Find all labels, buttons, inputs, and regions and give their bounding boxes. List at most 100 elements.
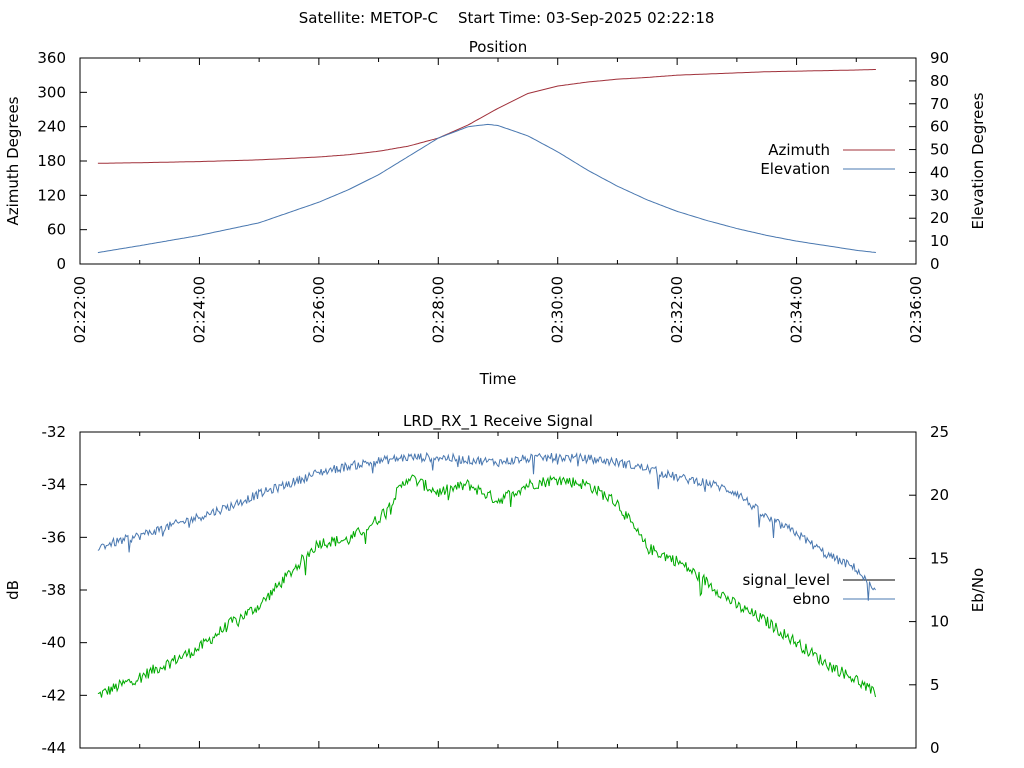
data-point-ebno — [348, 465, 350, 467]
legend-label-signal_level: signal_level — [742, 571, 830, 590]
data-point-Azimuth — [617, 78, 619, 80]
data-point-Elevation — [348, 189, 350, 191]
data-point-Azimuth — [587, 81, 589, 83]
data-point-Elevation — [378, 174, 380, 176]
data-point-Azimuth — [139, 162, 141, 164]
data-point-ebno — [646, 468, 648, 470]
data-point-ebno — [437, 456, 439, 458]
x-tick-label: 02:26:00 — [310, 276, 328, 343]
data-point-ebno — [736, 492, 738, 494]
data-point-Azimuth — [318, 156, 320, 158]
data-point-Elevation — [497, 125, 499, 127]
data-point-Elevation — [587, 169, 589, 171]
y2-tick-label: 0 — [930, 739, 940, 757]
data-point-Elevation — [706, 220, 708, 222]
data-point-Elevation — [437, 137, 439, 139]
legend-label-ebno: ebno — [793, 590, 830, 608]
data-point-signal_level — [875, 695, 877, 697]
data-point-signal_level — [676, 560, 678, 562]
data-point-Azimuth — [557, 85, 559, 87]
data-point-signal_level — [497, 500, 499, 502]
x-tick-label: 02:30:00 — [549, 276, 567, 343]
data-point-ebno — [467, 459, 469, 461]
data-point-ebno — [527, 458, 529, 460]
y-tick-label: -42 — [42, 686, 67, 704]
y2-tick-label: 10 — [930, 232, 949, 250]
y2-tick-label: 0 — [930, 255, 940, 273]
y2-tick-label: 20 — [930, 486, 949, 504]
y2-tick-label: 5 — [930, 676, 940, 694]
y-tick-label: 360 — [37, 49, 66, 67]
data-point-ebno — [288, 483, 290, 485]
y2-tick-label: 70 — [930, 95, 949, 113]
data-point-Elevation — [318, 201, 320, 203]
data-point-ebno — [497, 462, 499, 464]
data-point-Elevation — [467, 126, 469, 128]
data-point-Elevation — [646, 199, 648, 201]
data-point-signal_level — [587, 484, 589, 486]
x-axis-title: Time — [479, 370, 517, 388]
data-point-Azimuth — [646, 77, 648, 79]
y-tick-label: 180 — [37, 152, 66, 170]
y2-tick-label: 10 — [930, 613, 949, 631]
data-point-Elevation — [487, 124, 489, 126]
data-point-Azimuth — [875, 69, 877, 71]
data-point-ebno — [318, 472, 320, 474]
data-point-Elevation — [557, 151, 559, 153]
y2-tick-label: 50 — [930, 141, 949, 159]
data-point-signal_level — [228, 623, 230, 625]
y-tick-label: -34 — [42, 476, 67, 494]
data-point-Azimuth — [97, 162, 99, 164]
y-tick-label: 0 — [56, 255, 66, 273]
data-point-ebno — [258, 493, 260, 495]
y-tick-label: 60 — [47, 221, 66, 239]
data-point-ebno — [378, 460, 380, 462]
y-tick-label: -36 — [42, 528, 67, 546]
data-point-ebno — [766, 517, 768, 519]
data-point-signal_level — [766, 621, 768, 623]
data-point-signal_level — [348, 539, 350, 541]
data-point-signal_level — [826, 663, 828, 665]
y-tick-label: -44 — [42, 739, 67, 757]
y-tick-label: -38 — [42, 581, 67, 599]
data-point-Elevation — [97, 252, 99, 254]
plot-frame-1 — [79, 431, 917, 749]
data-point-signal_level — [139, 676, 141, 678]
series-line-signal_level — [97, 474, 876, 698]
data-point-Azimuth — [199, 161, 201, 163]
y-tick-label: -32 — [42, 423, 67, 441]
data-point-signal_level — [736, 605, 738, 607]
plot-title: Position — [469, 38, 527, 56]
plot-title: LRD_RX_1 Receive Signal — [403, 412, 593, 431]
data-point-ebno — [706, 482, 708, 484]
data-point-Azimuth — [258, 159, 260, 161]
data-point-Azimuth — [855, 69, 857, 71]
data-point-signal_level — [288, 573, 290, 575]
data-point-signal_level — [378, 518, 380, 520]
y-tick-label: 120 — [37, 186, 66, 204]
y2-tick-label: 15 — [930, 549, 949, 567]
data-point-Elevation — [826, 245, 828, 247]
data-point-signal_level — [199, 647, 201, 649]
data-point-Elevation — [796, 240, 798, 242]
y-tick-label: -40 — [42, 634, 67, 652]
data-point-signal_level — [437, 492, 439, 494]
series-line-Elevation — [97, 123, 876, 254]
data-point-Azimuth — [467, 124, 469, 126]
data-point-signal_level — [855, 679, 857, 681]
satellite-label: Satellite: METOP-C — [299, 9, 438, 27]
data-point-signal_level — [97, 695, 99, 697]
data-point-Azimuth — [378, 150, 380, 152]
data-point-Elevation — [527, 135, 529, 137]
data-point-ebno — [199, 516, 201, 518]
data-point-signal_level — [557, 479, 559, 481]
data-point-ebno — [97, 546, 99, 548]
data-point-Azimuth — [766, 71, 768, 73]
y2-tick-label: 80 — [930, 72, 949, 90]
x-tick-label: 02:24:00 — [190, 276, 208, 343]
data-point-Azimuth — [826, 70, 828, 72]
data-point-ebno — [796, 532, 798, 534]
data-point-Elevation — [408, 156, 410, 158]
x-tick-label: 02:32:00 — [668, 276, 686, 343]
